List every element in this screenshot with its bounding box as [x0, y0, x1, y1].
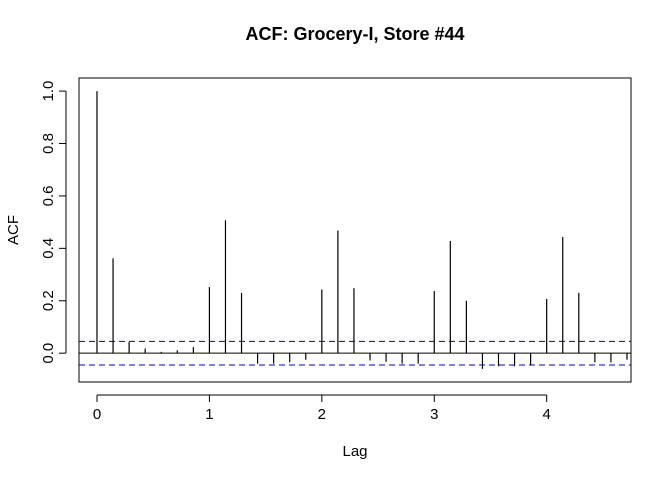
plot-area	[79, 91, 631, 369]
x-axis: 0 1 2 3 4	[93, 394, 551, 423]
y-tick-label: 0.2	[40, 290, 57, 311]
x-tick-label: 2	[318, 406, 326, 423]
y-tick-label: 0.8	[40, 133, 57, 154]
x-axis-label: Lag	[342, 443, 367, 460]
y-tick-label: 1.0	[40, 81, 57, 102]
y-axis: 0.0 0.2 0.4 0.6 0.8 1.0	[40, 81, 67, 364]
x-tick-label: 0	[93, 406, 101, 423]
x-tick-label: 3	[430, 406, 438, 423]
x-tick-label: 1	[205, 406, 213, 423]
y-tick-label: 0.4	[40, 238, 57, 259]
y-tick-label: 0.6	[40, 186, 57, 207]
plot-frame	[78, 77, 632, 383]
y-axis-label: ACF	[5, 215, 22, 245]
x-tick-label: 4	[543, 406, 551, 423]
chart-title: ACF: Grocery-I, Store #44	[245, 24, 464, 44]
y-tick-label: 0.0	[40, 343, 57, 364]
